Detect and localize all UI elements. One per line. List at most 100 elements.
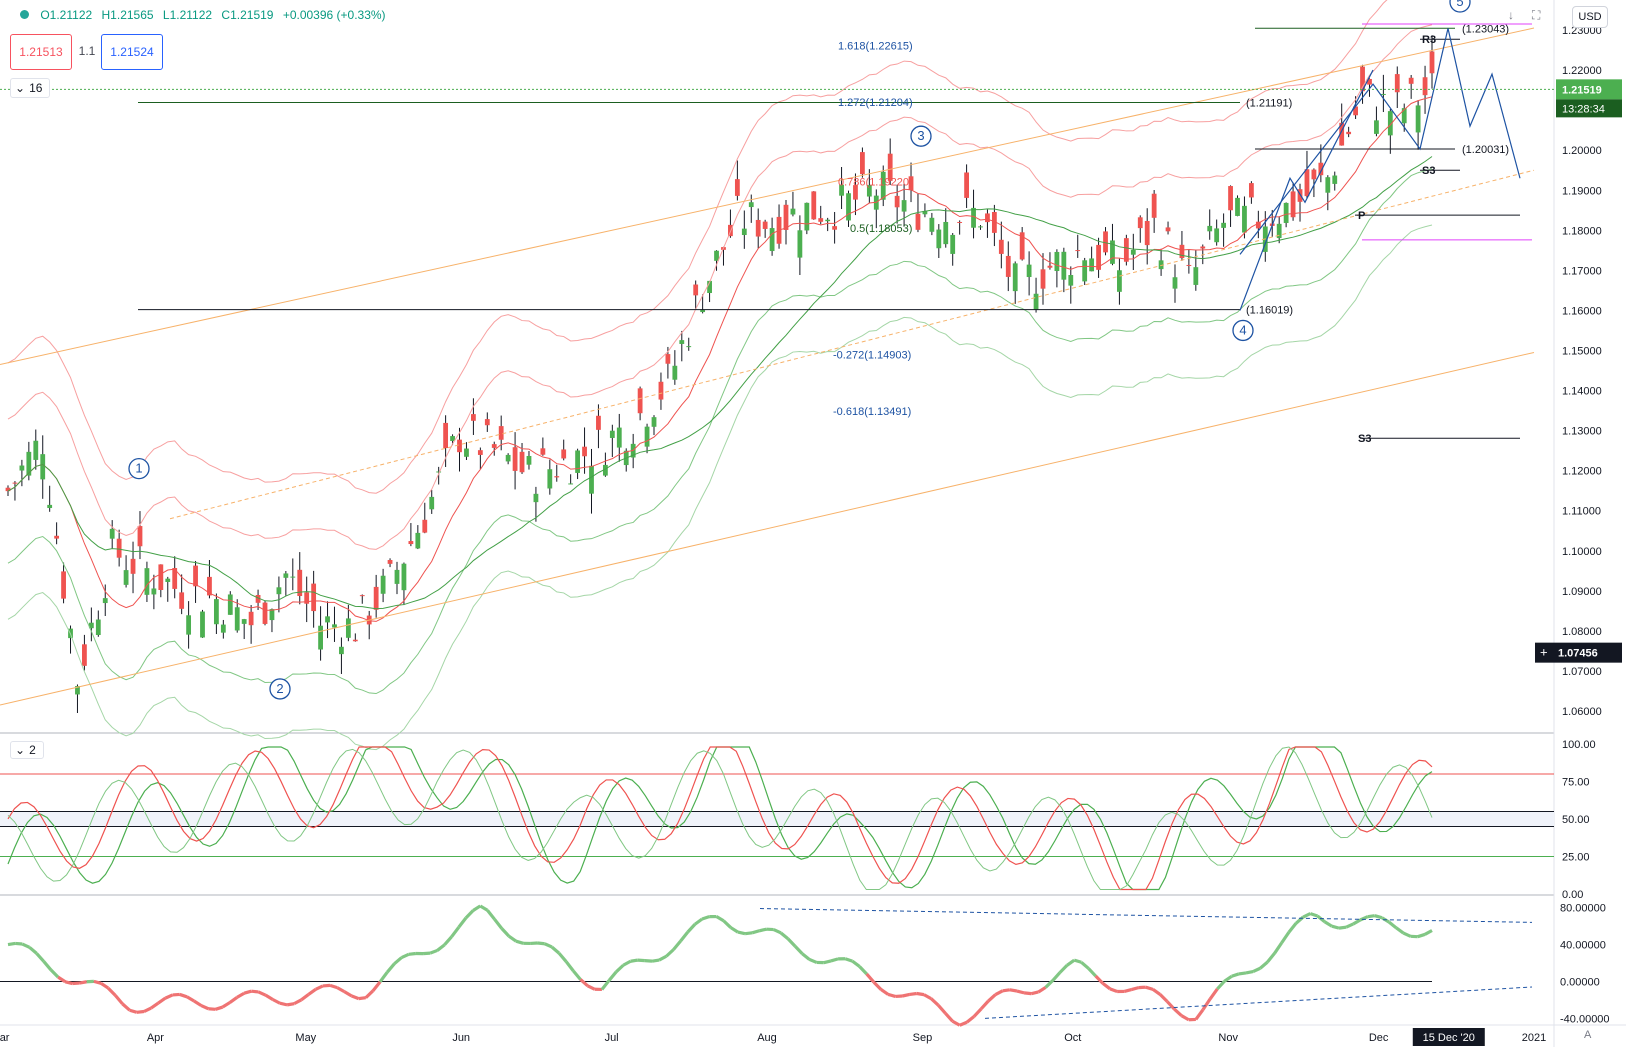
wave-path — [1239, 69, 1374, 311]
wave-marker — [128, 457, 150, 480]
osc-segment — [1402, 931, 1412, 938]
pivot-label: S3 — [1358, 433, 1371, 445]
osc-segment — [307, 988, 317, 996]
countdown-badge — [1556, 99, 1622, 118]
osc-segment — [386, 962, 396, 974]
osc-segment — [715, 915, 725, 923]
osc-segment — [336, 986, 346, 994]
maximize-icon[interactable]: ⛶ — [1532, 8, 1541, 22]
candle-body — [276, 587, 282, 595]
pane-toggle[interactable]: ⌄ 2 — [10, 741, 44, 759]
osc-segment — [358, 996, 366, 1001]
pane-count: 2 — [29, 743, 36, 757]
candle-body — [359, 595, 365, 597]
osc-segment — [129, 1008, 138, 1014]
osc-segment — [537, 941, 545, 946]
osc-segment — [1245, 969, 1254, 975]
chevron-down-icon[interactable]: ↓ — [1508, 8, 1514, 22]
osc-segment — [1002, 988, 1011, 993]
osc-segment — [744, 931, 753, 936]
candle-body — [408, 541, 414, 545]
channel-upper-line — [0, 27, 1535, 365]
candle-body — [186, 615, 192, 635]
osc-segment — [1302, 912, 1312, 919]
osc-segment — [364, 989, 375, 999]
candle-body — [387, 560, 393, 564]
candle-body — [978, 226, 983, 228]
currency-badge[interactable]: USD — [1572, 6, 1608, 28]
auto-scale-button[interactable]: A — [1584, 1029, 1592, 1041]
candle-body — [644, 426, 650, 447]
osc-segment — [1094, 974, 1104, 985]
osc-segment — [186, 995, 195, 1003]
osc-segment — [515, 939, 524, 945]
candle-body — [1179, 244, 1185, 259]
osc-segment — [215, 1005, 224, 1011]
upper-band-outer — [7, 0, 1388, 494]
osc-tick: 0.00000 — [1560, 976, 1600, 988]
low-value: L1.21122 — [162, 8, 213, 22]
osc-segment — [1051, 971, 1062, 982]
candle-body — [33, 440, 39, 460]
osc-segment — [679, 931, 690, 943]
sell-button[interactable]: 1.21513 — [10, 34, 72, 70]
candle-body — [971, 207, 976, 228]
osc-segment — [651, 958, 660, 963]
candle-body — [297, 569, 303, 597]
candle-body — [533, 493, 539, 503]
indicators-toggle[interactable]: ⌄ 16 — [10, 78, 50, 98]
candle-body — [151, 588, 157, 595]
candle-body — [1374, 120, 1379, 134]
candle-body — [568, 483, 574, 485]
osc-segment — [49, 968, 60, 979]
candle-body — [769, 228, 775, 252]
osc-segment — [1231, 972, 1240, 978]
osc-tick: 80.00000 — [1560, 903, 1606, 915]
osc-segment — [1145, 985, 1154, 991]
osc-segment — [600, 979, 611, 991]
channel-lower-line — [0, 351, 1535, 706]
ohlc-legend: O1.21122 H1.21565 L1.21122 C1.21519 +0.0… — [20, 8, 392, 22]
candle-body — [123, 570, 129, 585]
candle-body — [665, 354, 671, 364]
candle-body — [394, 569, 400, 584]
osc-segment — [408, 951, 417, 956]
price-tick: 1.08000 — [1562, 626, 1602, 638]
osc-segment — [286, 1002, 295, 1007]
candle-body — [1367, 78, 1372, 85]
wave-marker — [1449, 0, 1471, 13]
fib-label: 1.618(1.22615) — [838, 40, 913, 52]
osc-segment — [564, 960, 575, 972]
osc-segment — [665, 948, 675, 958]
candle-body — [762, 221, 768, 229]
candle-body — [1408, 77, 1414, 84]
buy-button[interactable]: 1.21524 — [101, 34, 163, 70]
candle-body — [616, 427, 622, 448]
wave-label: 2 — [276, 681, 283, 696]
candle-body — [1165, 227, 1171, 232]
candle-body — [255, 595, 261, 603]
candle-body — [241, 619, 247, 624]
candle-body — [248, 611, 254, 626]
osc-segment — [1338, 925, 1347, 930]
osc-segment — [658, 954, 668, 962]
candle-body — [1005, 255, 1011, 277]
pivot-label: P — [1358, 210, 1365, 222]
osc-segment — [1044, 979, 1054, 989]
candle-body — [1353, 106, 1358, 116]
candle-body — [109, 528, 115, 539]
osc-segment — [208, 1007, 216, 1011]
price-tick: 1.06000 — [1562, 706, 1602, 718]
osc-segment — [1259, 960, 1269, 970]
time-tick: Mar — [0, 1032, 10, 1044]
candle-body — [1103, 231, 1108, 253]
close-value: C1.21519 — [221, 8, 274, 22]
osc-segment — [200, 1004, 210, 1011]
candle-body — [1283, 202, 1289, 223]
osc-segment — [737, 930, 746, 936]
crosshair-icon: + — [1540, 645, 1548, 660]
candle-body — [102, 598, 108, 604]
candle-body — [1394, 74, 1400, 93]
osc-segment — [1238, 971, 1247, 976]
